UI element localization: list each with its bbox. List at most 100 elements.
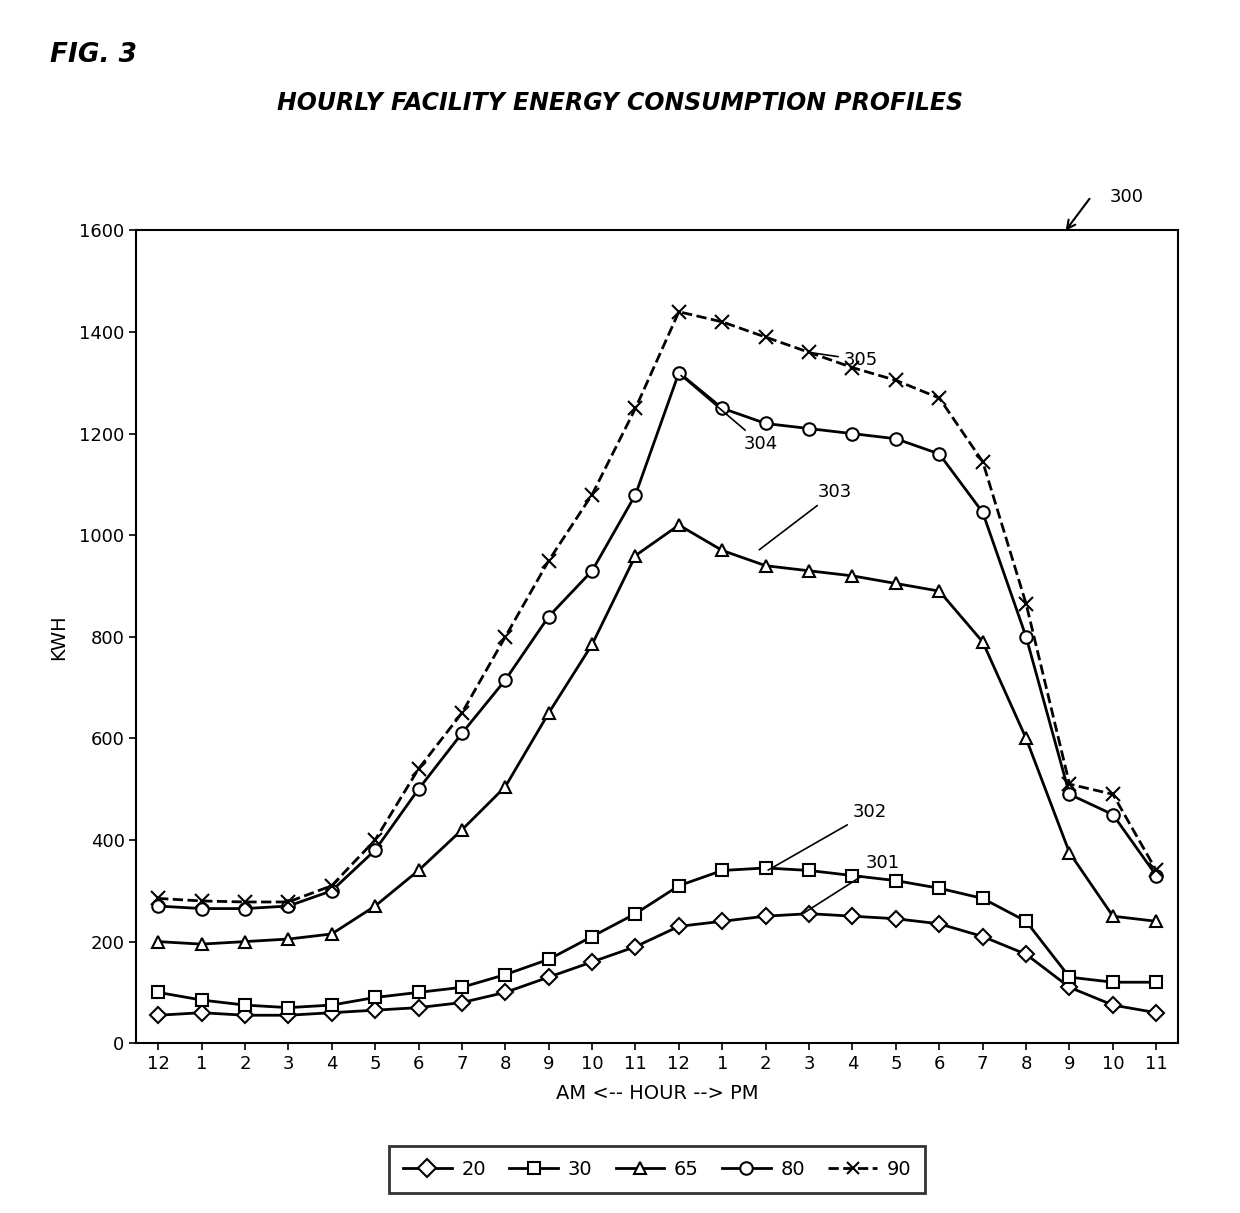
20	[324, 1006, 339, 1020]
90	[412, 762, 427, 776]
65	[497, 780, 513, 795]
20	[1105, 998, 1120, 1013]
30	[1148, 975, 1163, 990]
90	[584, 488, 599, 502]
20	[584, 955, 599, 969]
80	[888, 432, 903, 446]
65	[367, 899, 382, 913]
65	[672, 518, 687, 533]
90	[931, 391, 946, 405]
30	[193, 992, 208, 1007]
65	[151, 934, 166, 949]
90	[758, 330, 774, 344]
65	[454, 822, 469, 837]
30	[758, 861, 774, 876]
90	[714, 314, 729, 329]
30	[1018, 915, 1033, 929]
30	[672, 878, 687, 893]
90	[541, 553, 556, 568]
30	[627, 906, 642, 921]
90	[324, 878, 339, 893]
30	[584, 929, 599, 944]
20	[280, 1008, 295, 1023]
30	[1105, 975, 1120, 990]
30	[931, 881, 946, 895]
80	[367, 843, 382, 858]
30	[541, 952, 556, 967]
65	[931, 583, 946, 598]
90	[1018, 597, 1033, 611]
30	[237, 998, 253, 1013]
80	[1018, 630, 1033, 644]
65	[714, 543, 729, 558]
20	[627, 939, 642, 953]
Line: 30: 30	[153, 862, 1162, 1013]
80	[931, 446, 946, 461]
90	[280, 895, 295, 910]
90	[367, 832, 382, 847]
30	[454, 980, 469, 995]
80	[584, 564, 599, 579]
90	[237, 895, 253, 910]
Line: 65: 65	[151, 519, 1163, 950]
30	[1061, 970, 1076, 985]
65	[888, 576, 903, 591]
80	[672, 365, 687, 380]
Text: 304: 304	[681, 376, 779, 452]
80	[627, 488, 642, 502]
20	[1018, 947, 1033, 962]
80	[237, 901, 253, 916]
90	[888, 374, 903, 388]
20	[758, 909, 774, 923]
20	[931, 917, 946, 932]
20	[151, 1008, 166, 1023]
Y-axis label: KWH: KWH	[50, 614, 68, 660]
30	[888, 873, 903, 888]
80	[801, 421, 816, 435]
Legend: 20, 30, 65, 80, 90: 20, 30, 65, 80, 90	[389, 1146, 925, 1192]
30	[367, 990, 382, 1004]
Line: 80: 80	[151, 366, 1163, 915]
65	[1148, 915, 1163, 929]
20	[1148, 1006, 1163, 1020]
Text: 303: 303	[759, 483, 852, 549]
20	[844, 909, 859, 923]
80	[975, 505, 990, 519]
20	[714, 915, 729, 929]
65	[975, 634, 990, 649]
65	[627, 548, 642, 563]
80	[844, 426, 859, 440]
30	[801, 864, 816, 878]
30	[151, 985, 166, 1000]
20	[672, 919, 687, 934]
90	[1061, 776, 1076, 791]
Line: 20: 20	[153, 909, 1162, 1021]
65	[801, 564, 816, 579]
20	[193, 1006, 208, 1020]
65	[758, 558, 774, 573]
65	[280, 932, 295, 946]
80	[412, 782, 427, 797]
20	[888, 911, 903, 926]
90	[1105, 787, 1120, 802]
65	[584, 637, 599, 651]
80	[193, 901, 208, 916]
Text: 305: 305	[812, 351, 878, 369]
90	[844, 360, 859, 375]
90	[627, 402, 642, 416]
30	[714, 864, 729, 878]
20	[1061, 980, 1076, 995]
65	[1018, 731, 1033, 746]
65	[1105, 909, 1120, 923]
20	[237, 1008, 253, 1023]
80	[280, 899, 295, 913]
80	[714, 402, 729, 416]
65	[1061, 845, 1076, 860]
65	[193, 936, 208, 951]
65	[324, 927, 339, 941]
30	[975, 892, 990, 906]
20	[454, 995, 469, 1009]
80	[1061, 787, 1076, 802]
20	[541, 970, 556, 985]
90	[672, 304, 687, 319]
